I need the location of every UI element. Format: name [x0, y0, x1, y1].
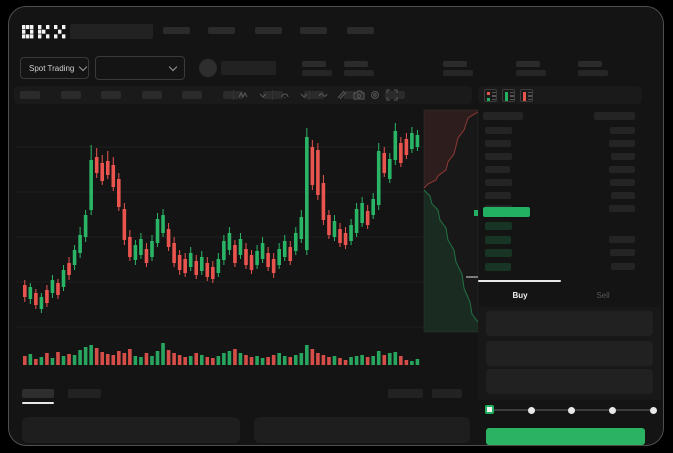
orderbook-ask-amount — [611, 192, 635, 199]
slider-stop[interactable] — [568, 406, 575, 414]
slider-handle[interactable] — [485, 405, 494, 414]
orderbook-ask-row[interactable] — [485, 179, 512, 186]
stat-label-skeleton — [344, 61, 368, 67]
toolbar-tool-skeleton[interactable] — [263, 91, 283, 99]
nav-item-skeleton[interactable] — [347, 27, 374, 34]
orderbook-ask-amount — [611, 153, 635, 160]
pair-coin-icon — [199, 59, 217, 77]
trading-mode-label: Spot Trading — [29, 63, 75, 73]
nav-item-skeleton[interactable] — [208, 27, 235, 34]
indicator-chevron-icon[interactable] — [298, 88, 312, 102]
orderbook-bid-row[interactable] — [485, 222, 512, 230]
amount-input[interactable] — [486, 341, 653, 366]
total-input[interactable] — [486, 369, 653, 394]
bottom-tab-active[interactable] — [22, 389, 54, 398]
toolbar-divider — [233, 90, 234, 100]
orders-panel-right — [254, 417, 470, 443]
indicator-icon[interactable] — [280, 88, 294, 102]
bottom-tab-underline — [22, 402, 54, 404]
orderbook-ask-amount — [609, 205, 635, 212]
orderbook-ask-amount — [609, 140, 635, 147]
orderbook-ask-amount — [609, 166, 635, 173]
tab-sell[interactable]: Sell — [596, 291, 610, 300]
toolbar-tool-skeleton[interactable] — [101, 91, 121, 99]
orderbook-bid-row[interactable] — [485, 249, 512, 257]
submit-buy-button[interactable] — [486, 428, 645, 445]
stat-label-skeleton — [302, 61, 326, 67]
pair-select-dropdown[interactable] — [95, 56, 185, 80]
nav-item-skeleton[interactable] — [255, 27, 282, 34]
nav-item-skeleton[interactable] — [163, 27, 190, 34]
toolbar-tool-skeleton[interactable] — [141, 91, 162, 99]
okx-logo — [22, 25, 66, 39]
stat-value-skeleton — [302, 70, 332, 76]
toolbar-tool-skeleton[interactable] — [60, 91, 81, 99]
amount-slider[interactable] — [485, 403, 658, 417]
bottom-tab-2[interactable] — [68, 389, 101, 398]
settings-icon[interactable] — [369, 88, 383, 102]
bottom-action-1[interactable] — [388, 389, 423, 398]
toolbar-tool-skeleton[interactable] — [303, 91, 324, 99]
toolbar-tool-skeleton[interactable] — [182, 91, 202, 99]
camera-icon[interactable] — [353, 88, 367, 102]
stat-value-skeleton — [578, 70, 608, 76]
eraser-icon[interactable] — [336, 88, 350, 102]
orderbook-bid-amount — [610, 249, 635, 256]
slider-stop[interactable] — [650, 406, 657, 414]
orderbook-bid-amount — [609, 235, 635, 243]
orderbook-ask-amount — [610, 127, 635, 134]
stat-value-skeleton — [516, 70, 546, 76]
orderbook-ask-row[interactable] — [485, 192, 511, 199]
orderbook-ask-row[interactable] — [485, 127, 512, 134]
orderbook-toolbar — [478, 86, 642, 104]
book-both-icon[interactable] — [484, 89, 497, 102]
stat-value-skeleton — [344, 70, 374, 76]
pair-name-skeleton — [221, 61, 276, 75]
orders-panel-left — [22, 417, 240, 443]
tab-buy[interactable]: Buy — [512, 291, 528, 300]
orderbook-last-price[interactable] — [483, 207, 530, 217]
orderbook-bid-row[interactable] — [485, 262, 511, 271]
toolbar-tool-skeleton[interactable] — [20, 91, 40, 99]
slider-stop[interactable] — [609, 406, 616, 414]
stat-label-skeleton — [443, 61, 467, 67]
bottom-action-2[interactable] — [432, 389, 462, 398]
stat-label-skeleton — [578, 61, 602, 67]
toolbar-tool-skeleton[interactable] — [384, 91, 405, 99]
orderbook-bid-amount — [611, 262, 635, 270]
orderbook-ask-row[interactable] — [485, 153, 512, 160]
nav-item-skeleton[interactable] — [300, 27, 327, 34]
tab-indicator — [478, 280, 561, 282]
interval-chevron-icon[interactable] — [257, 88, 271, 102]
trading-mode-button[interactable]: Spot Trading — [20, 57, 89, 79]
book-buy-icon[interactable] — [502, 89, 515, 102]
toolbar-divider — [309, 90, 310, 100]
toolbar-tool-skeleton[interactable] — [222, 91, 243, 99]
stat-value-skeleton — [443, 70, 473, 76]
nav-title-skeleton — [70, 24, 153, 39]
orderbook-bid-row[interactable] — [485, 235, 511, 244]
candle-style-icon[interactable] — [238, 88, 252, 102]
line-tool-icon[interactable] — [318, 88, 332, 102]
orderbook-ask-row[interactable] — [485, 140, 511, 147]
book-sell-icon[interactable] — [520, 89, 533, 102]
price-input[interactable] — [486, 311, 653, 336]
orderbook-col-header-price — [483, 112, 523, 120]
fullscreen-icon[interactable] — [386, 88, 400, 102]
orderbook-ask-amount — [610, 179, 635, 186]
orderbook-col-header-amount — [594, 112, 635, 120]
toolbar-divider — [272, 90, 273, 100]
orderbook-ask-row[interactable] — [485, 166, 510, 173]
slider-stop[interactable] — [528, 406, 535, 414]
stat-label-skeleton — [516, 61, 540, 67]
